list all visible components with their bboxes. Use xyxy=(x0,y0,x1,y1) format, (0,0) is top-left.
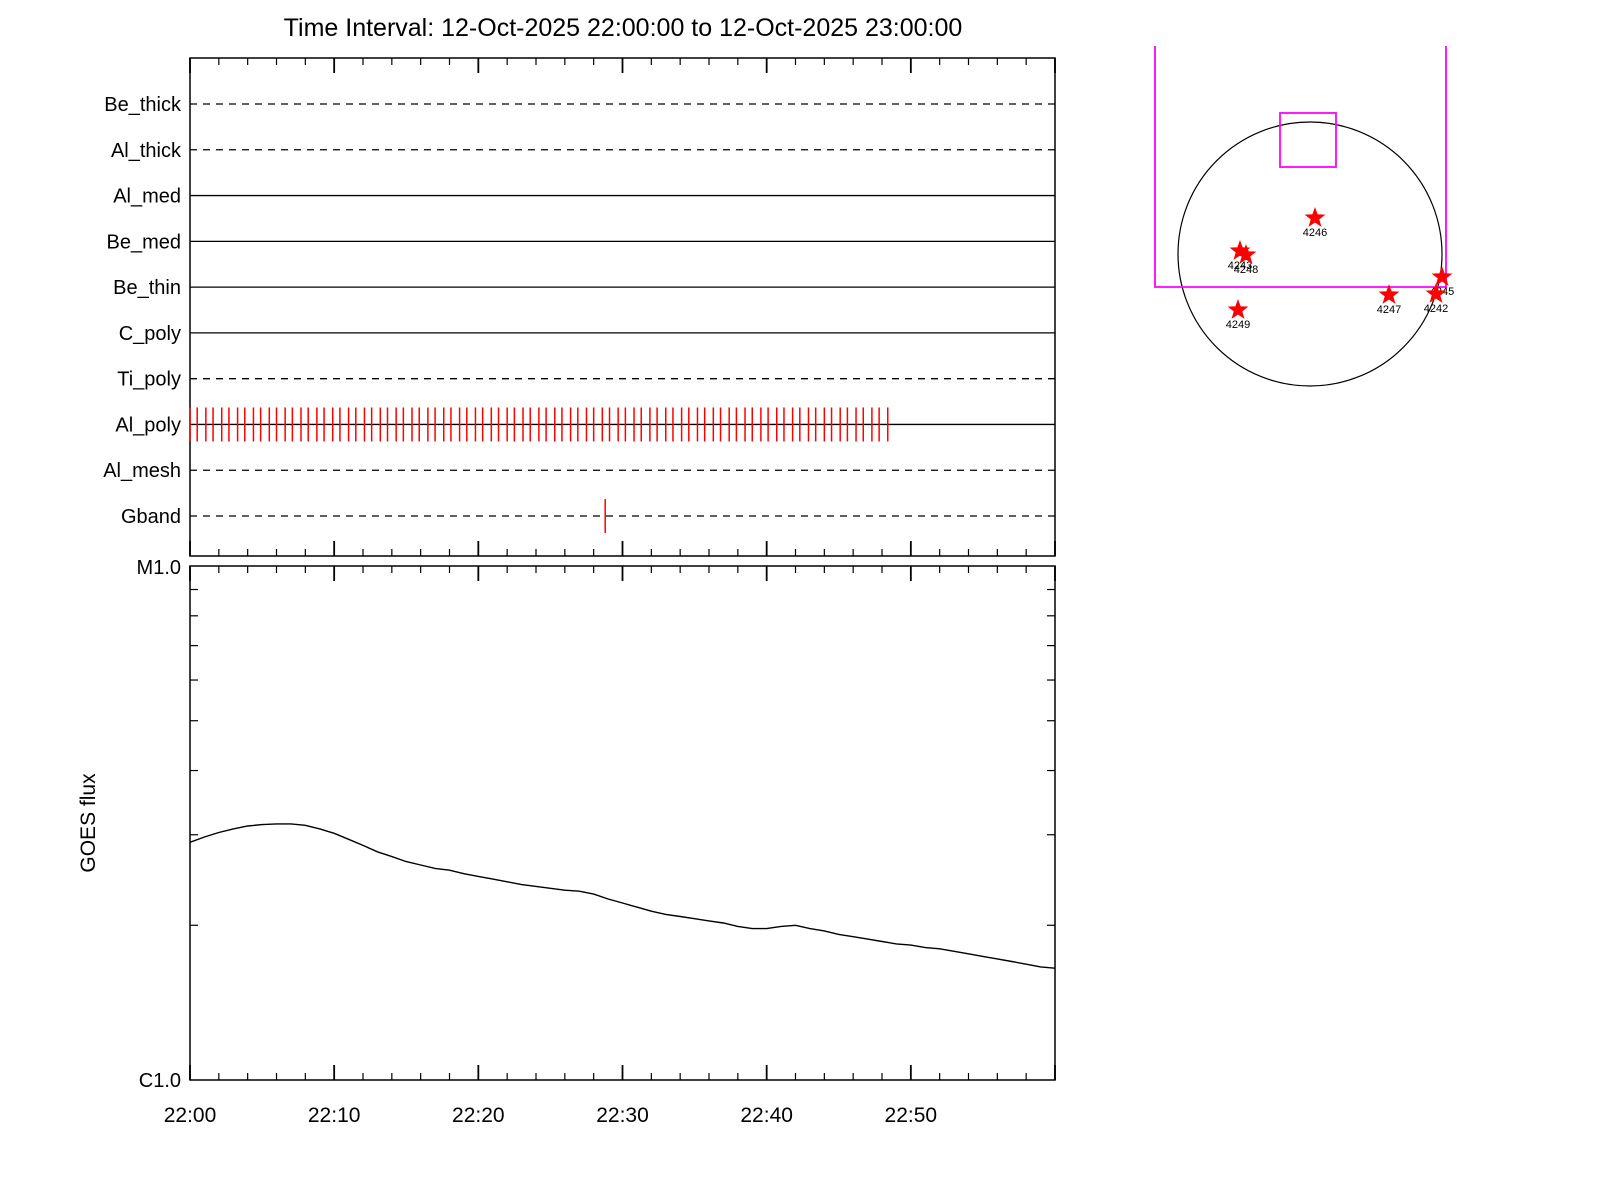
active-region-star-4248 xyxy=(1235,244,1257,264)
channel-label-Al_thick: Al_thick xyxy=(111,140,182,162)
goes-xtick-label: 22:10 xyxy=(308,1104,361,1127)
channel-label-Gband: Gband xyxy=(121,506,181,528)
channel-label-Al_poly: Al_poly xyxy=(115,414,181,436)
goes-xtick-label: 22:00 xyxy=(164,1104,217,1127)
page-title: Time Interval: 12-Oct-2025 22:00:00 to 1… xyxy=(283,14,963,42)
channel-label-Al_med: Al_med xyxy=(113,186,181,208)
goes-xtick-label: 22:30 xyxy=(596,1104,649,1127)
filter-panel-frame xyxy=(189,57,1056,557)
goes-xtick-label: 22:40 xyxy=(740,1104,793,1127)
active-region-label-4246: 4246 xyxy=(1303,227,1327,239)
goes-xtick-label: 22:50 xyxy=(885,1104,938,1127)
active-region-star-4247 xyxy=(1378,284,1400,304)
channel-label-Be_thick: Be_thick xyxy=(104,94,182,116)
active-region-label-4247: 4247 xyxy=(1377,304,1401,316)
goes-panel-frame xyxy=(189,565,1056,1081)
channel-label-Al_mesh: Al_mesh xyxy=(103,460,181,482)
fov-target-box xyxy=(1279,112,1337,168)
active-region-label-4249: 4249 xyxy=(1226,319,1250,331)
active-region-label-4242: 4242 xyxy=(1424,303,1448,315)
fov-boundary xyxy=(1154,46,1447,288)
active-region-star-4242 xyxy=(1425,283,1447,303)
active-region-star-4246 xyxy=(1304,207,1326,227)
goes-ytop-label: M1.0 xyxy=(137,557,181,579)
channel-label-C_poly: C_poly xyxy=(119,323,181,345)
goes-yaxis-title: GOES flux xyxy=(77,773,100,873)
active-region-star-4245 xyxy=(1431,266,1453,286)
active-region-label-4243: 4243 xyxy=(1228,260,1252,272)
goes-xtick-label: 22:20 xyxy=(452,1104,505,1127)
goes-ybottom-label: C1.0 xyxy=(139,1070,181,1092)
channel-label-Be_med: Be_med xyxy=(107,231,182,253)
channel-label-Be_thin: Be_thin xyxy=(113,277,181,299)
solar-disk-limb xyxy=(1177,121,1443,387)
active-region-star-4249 xyxy=(1227,299,1249,319)
channel-label-Ti_poly: Ti_poly xyxy=(117,369,181,391)
goes-flux-curve xyxy=(189,823,1056,969)
active-region-label-4248: 4248 xyxy=(1234,264,1258,276)
